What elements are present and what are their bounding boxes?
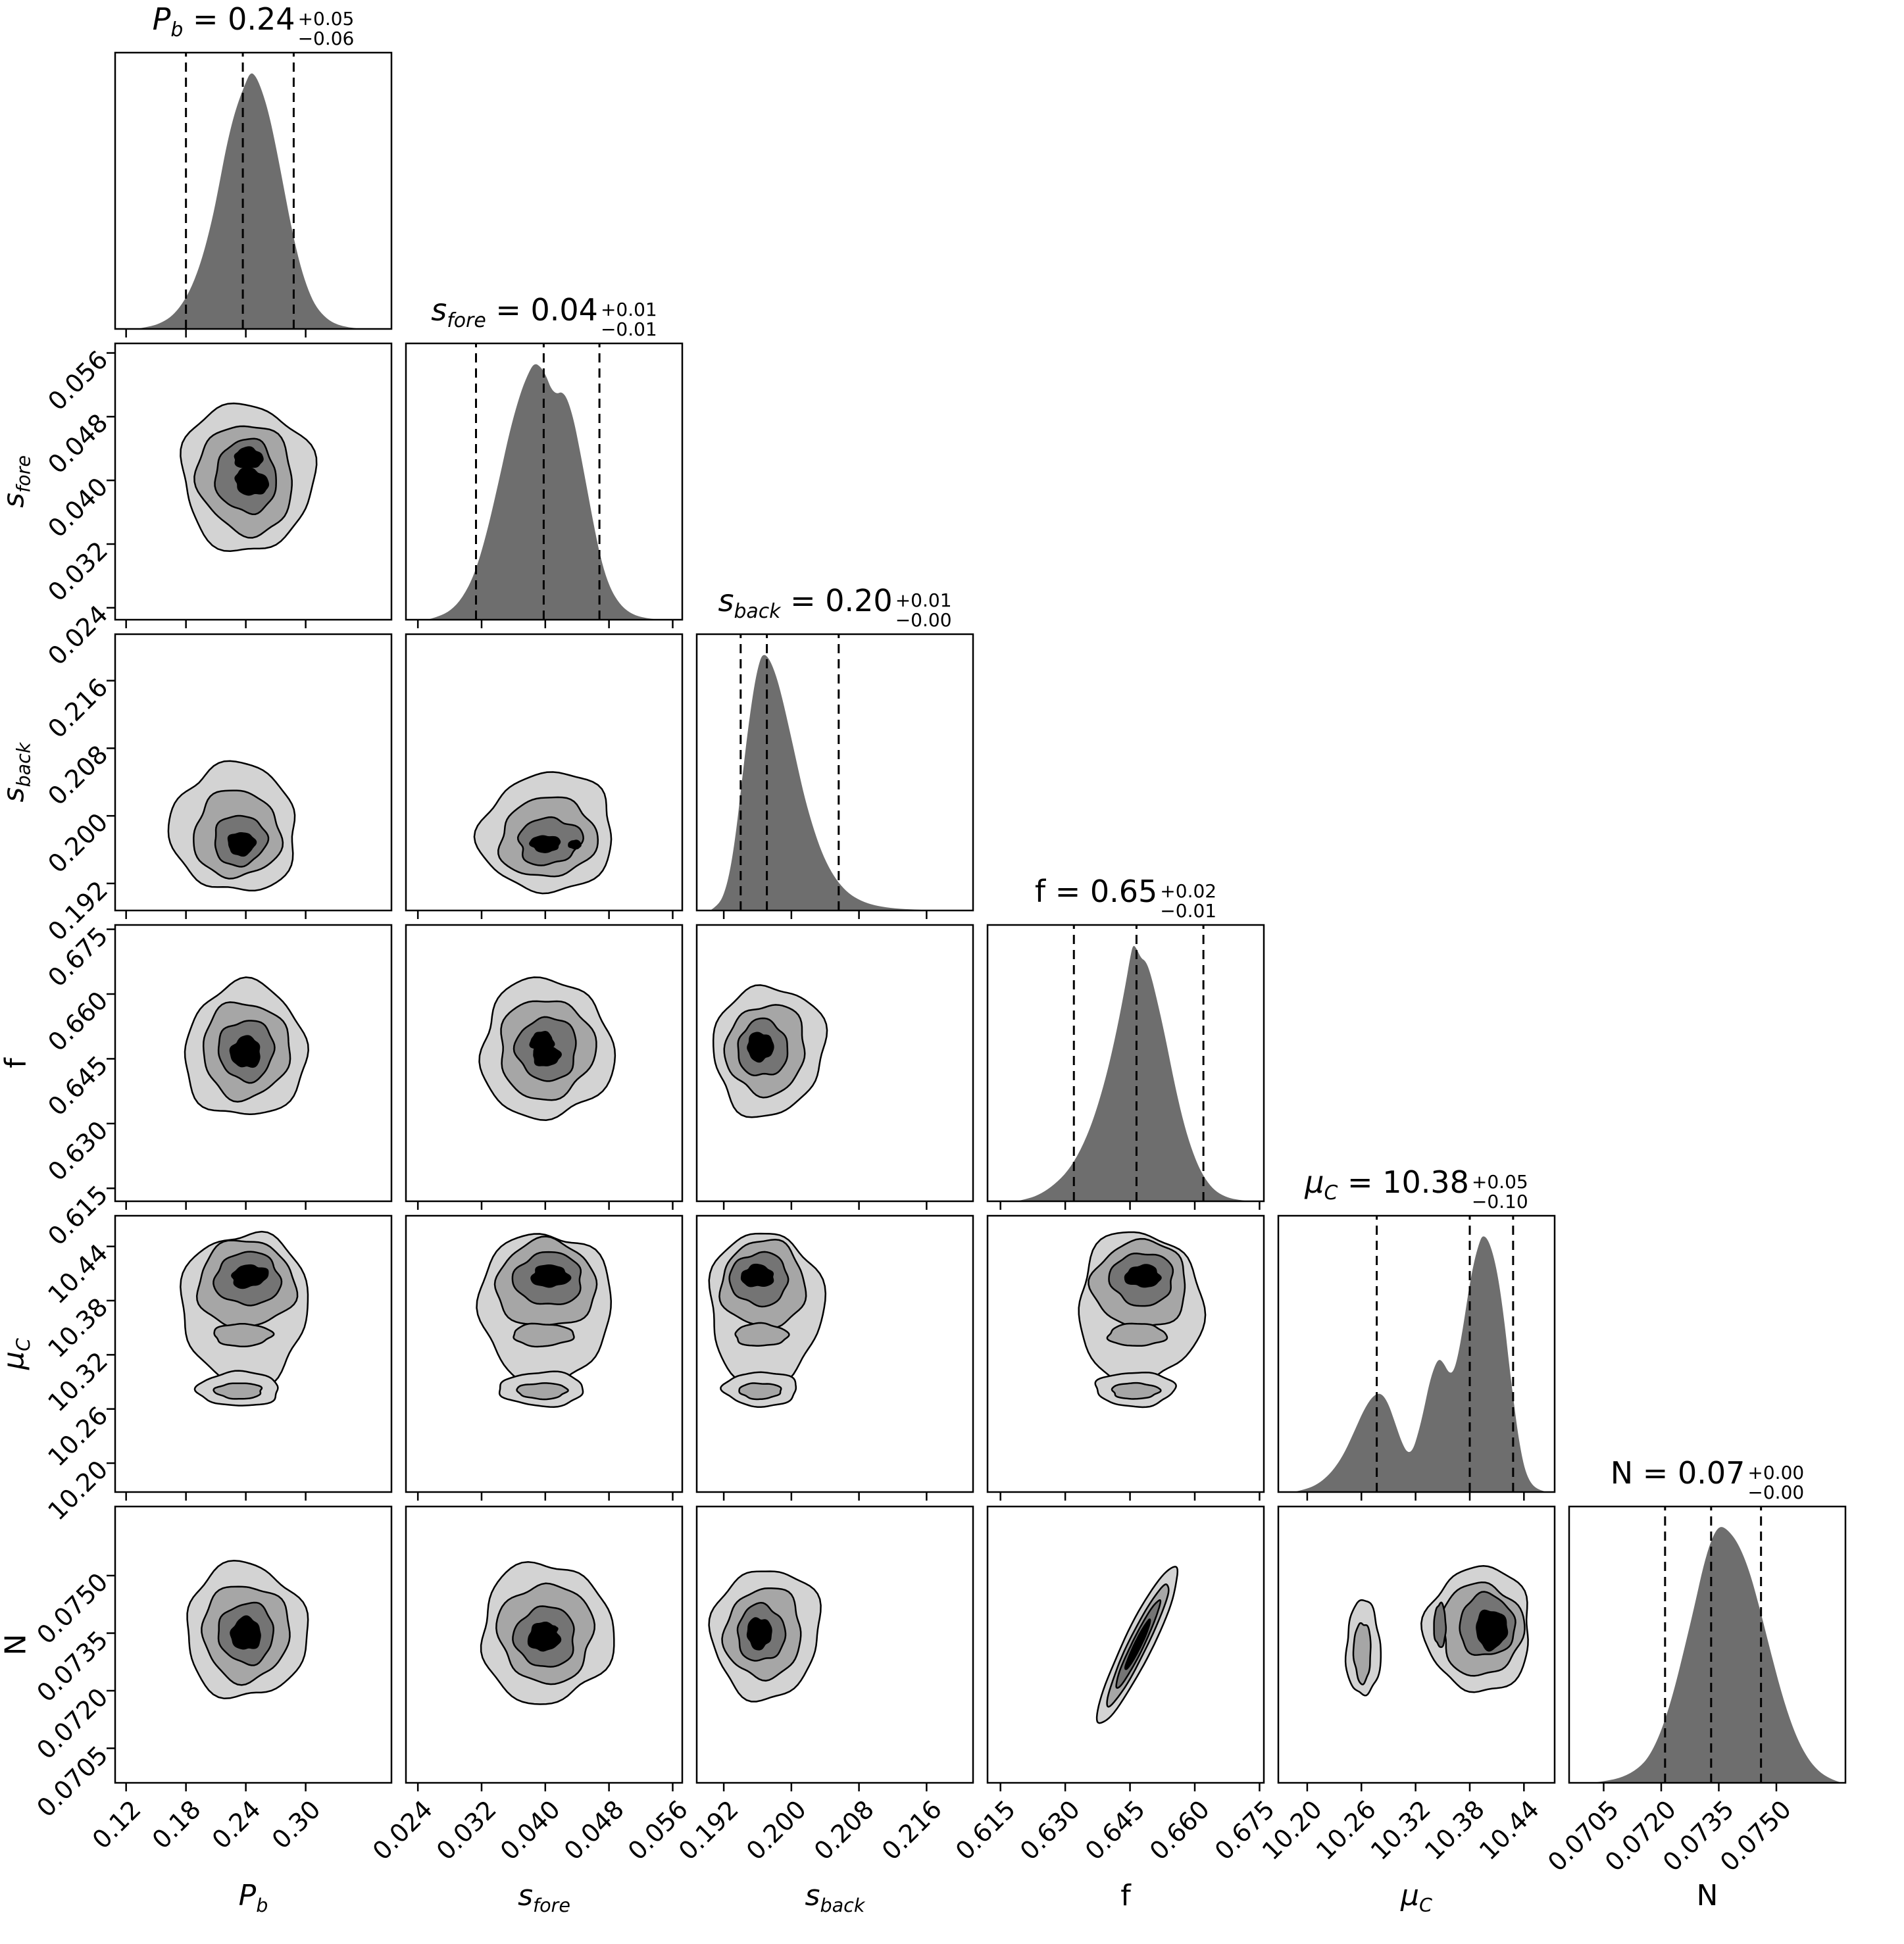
panel-N-vs-mu_C: [1277, 1505, 1556, 1791]
panel-s_back-vs-s_fore: [405, 633, 684, 919]
panel-mu_C-vs-f: [986, 1214, 1265, 1501]
panel-border: [695, 1505, 974, 1784]
panel-border: [695, 924, 974, 1203]
panel-diag-f: [986, 924, 1265, 1210]
panel-diag-s_fore: [405, 342, 684, 628]
panel-border: [986, 924, 1265, 1203]
contour-level-1: [516, 1382, 569, 1401]
panel-border: [405, 342, 684, 621]
panel-border: [114, 342, 393, 621]
panel-diag-mu_C: [1277, 1214, 1556, 1501]
panel-diag-N: [1568, 1505, 1847, 1791]
contour-level-3: [548, 1625, 559, 1633]
histogram-P_b: [136, 73, 362, 330]
contour-level-1: [734, 1322, 790, 1347]
contour-level-3: [529, 835, 561, 853]
contour-level-1: [738, 1382, 782, 1401]
contour-level-3: [740, 1263, 774, 1287]
panel-f-vs-s_fore: [405, 924, 684, 1210]
x-axis-label-N: N: [1696, 1879, 1718, 1912]
contour-level-3: [747, 1032, 774, 1063]
panel-title-f: f = 0.65 +0.02 −0.01: [1034, 874, 1217, 922]
panel-mu_C-vs-P_b: [107, 1214, 393, 1501]
panel-border: [114, 924, 393, 1203]
contour-level-3: [533, 1043, 562, 1066]
contour-level-3: [1124, 1618, 1151, 1670]
x-axis-label-s_back: sback: [805, 1879, 865, 1916]
panel-f-vs-s_back: [695, 924, 974, 1210]
contour-level-3: [230, 1615, 261, 1650]
y-axis-label-f: f: [0, 1058, 33, 1068]
x-axis-label-P_b: Pb: [238, 1879, 268, 1916]
panel-title-N: N = 0.07 +0.00 −0.00: [1610, 1455, 1805, 1504]
panel-border: [405, 633, 684, 912]
histogram-mu_C: [1293, 1236, 1547, 1492]
panel-border: [1568, 1505, 1847, 1784]
histogram-f: [1015, 945, 1251, 1201]
panel-mu_C-vs-s_back: [695, 1214, 974, 1501]
contour-level-2: [1433, 1601, 1447, 1649]
panel-title-s_fore: sfore = 0.04 +0.01 −0.01: [431, 292, 657, 341]
panel-diag-s_back: [695, 633, 974, 919]
y-axis-label-s_back: sback: [0, 742, 35, 803]
contour-level-3: [229, 1035, 261, 1068]
panel-N-vs-s_back: [695, 1505, 974, 1791]
panel-title-P_b: Pb = 0.24 +0.05 −0.06: [152, 1, 355, 50]
y-axis-label-N: N: [0, 1633, 33, 1656]
contour-level-1: [213, 1322, 275, 1348]
panel-mu_C-vs-s_fore: [405, 1214, 684, 1501]
y-axis-label-mu_C: μC: [0, 1338, 35, 1370]
panel-f-vs-P_b: [107, 924, 393, 1210]
panel-s_fore-vs-P_b: [107, 342, 393, 628]
panel-N-vs-f: [986, 1505, 1265, 1791]
histogram-N: [1592, 1527, 1842, 1783]
contour-level-1: [213, 1382, 263, 1400]
contour-level-3: [234, 466, 270, 496]
panel-N-vs-s_fore: [405, 1505, 684, 1791]
contour-level-3: [1124, 1264, 1162, 1288]
panel-border: [1277, 1214, 1556, 1493]
panel-diag-P_b: [114, 51, 393, 337]
contour-level-3: [568, 839, 582, 850]
contour-level-3: [234, 446, 264, 468]
contour-level-3: [227, 832, 257, 857]
contour-level-3: [231, 1264, 269, 1289]
contour-level-1: [513, 1322, 575, 1348]
panel-s_back-vs-P_b: [107, 633, 393, 919]
contour-level-3: [1476, 1609, 1509, 1652]
panel-border: [114, 51, 393, 330]
panel-border: [405, 1214, 684, 1493]
panel-border: [695, 633, 974, 912]
panel-title-mu_C: μC = 10.38 +0.05 −0.10: [1305, 1164, 1528, 1213]
panel-border: [114, 1505, 393, 1784]
panel-border: [114, 633, 393, 912]
panel-border: [114, 1214, 393, 1493]
x-axis-label-s_fore: sfore: [518, 1879, 570, 1916]
panel-border: [405, 924, 684, 1203]
y-axis-label-s_fore: sfore: [0, 455, 35, 508]
panel-N-vs-P_b: [107, 1505, 393, 1791]
contour-level-3: [746, 1617, 772, 1651]
panel-title-s_back: sback = 0.20 +0.01 −0.00: [718, 583, 952, 632]
contour-level-1: [1352, 1622, 1372, 1685]
panel-border: [695, 1214, 974, 1493]
contour-level-1: [1106, 1322, 1168, 1347]
x-axis-label-mu_C: μC: [1401, 1879, 1432, 1916]
panel-border: [986, 1505, 1265, 1784]
panel-border: [986, 1214, 1265, 1493]
x-axis-label-f: f: [1120, 1879, 1131, 1912]
panel-border: [1277, 1505, 1556, 1784]
histogram-s_back: [710, 655, 939, 910]
contour-level-1: [1111, 1382, 1162, 1400]
panel-border: [405, 1505, 684, 1784]
contour-level-3: [530, 1264, 572, 1288]
